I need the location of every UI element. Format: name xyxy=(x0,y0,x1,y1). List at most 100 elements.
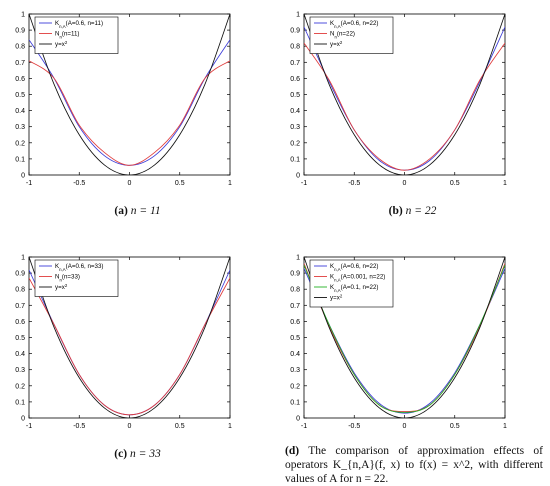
y-tick-label: 0.2 xyxy=(15,383,25,390)
panel-b: 0 0.1 0.2 0.3 0.4 0.5 0.6 0.7 0.8 0.9 1 -1 -0.5 0 0.5 1… xyxy=(275,0,550,242)
y-tick-label: 0.9 xyxy=(15,28,25,35)
x-tick-label: -1 xyxy=(26,180,32,187)
y-tick-label: 0.4 xyxy=(15,108,25,115)
y-tick-label: 0.5 xyxy=(15,92,25,99)
x-tick-label: 0.5 xyxy=(175,423,185,430)
legend-entry: Kn,A(A=0.001, n=22) xyxy=(330,274,385,283)
panel-d: 0 0.1 0.2 0.3 0.4 0.5 0.6 0.7 0.8 0.9 1 -1 -0.5 0 0.5 1… xyxy=(275,243,550,486)
y-tick-label: 0.2 xyxy=(290,140,300,147)
x-tick-label: 0 xyxy=(403,180,407,187)
panel-a: 0 0.1 0.2 0.3 0.4 0.5 0.6 0.7 0.8 0.9 1 -1 -0.5 0 0.5 1… xyxy=(0,0,275,242)
caption-text: The comparison of approximation effects … xyxy=(285,445,543,485)
y-tick-label: 0.7 xyxy=(15,303,25,310)
y-tick-label: 0 xyxy=(21,173,25,180)
legend-entry: Nn(n=11) xyxy=(55,31,80,40)
legend-entry: y=x2 xyxy=(330,40,343,49)
chart-b: 0 0.1 0.2 0.3 0.4 0.5 0.6 0.7 0.8 0.9 1 -1 -0.5 0 0.5 1… xyxy=(290,12,507,188)
y-tick-label: 0.7 xyxy=(15,60,25,67)
y-tick-label: 0.8 xyxy=(15,44,25,51)
caption-letter: (b) xyxy=(388,205,403,217)
y-tick-label: 0.8 xyxy=(15,287,25,294)
x-tick-label: 0.5 xyxy=(450,423,460,430)
y-tick-label: 0 xyxy=(296,416,300,423)
chart-c: 0 0.1 0.2 0.3 0.4 0.5 0.6 0.7 0.8 0.9 1 -1 -0.5 0 0.5 1… xyxy=(15,255,232,431)
legend-entry: Kn,A(A=0.6, n=11) xyxy=(55,20,103,29)
series-line xyxy=(304,42,505,171)
legend-entry: Kn,A(A=0.1, n=22) xyxy=(330,284,378,293)
series-line xyxy=(304,14,505,175)
y-tick-label: 0.3 xyxy=(15,124,25,131)
x-tick-label: -0.5 xyxy=(348,423,360,430)
y-tick-label: 0.1 xyxy=(15,399,25,406)
caption-c: (c) n = 33 xyxy=(0,447,275,461)
x-tick-label: 0 xyxy=(128,180,132,187)
y-tick-label: 0.6 xyxy=(290,319,300,326)
y-tick-label: 0 xyxy=(296,173,300,180)
caption-letter: (c) xyxy=(114,448,128,460)
legend-entry: y=x2 xyxy=(330,293,343,302)
panel-c: 0 0.1 0.2 0.3 0.4 0.5 0.6 0.7 0.8 0.9 1 -1 -0.5 0 0.5 1… xyxy=(0,243,275,485)
caption-text: n = 22 xyxy=(405,205,437,217)
legend-entry: Kn,A(A=0.6, n=22) xyxy=(330,20,378,29)
series-line xyxy=(29,14,230,175)
y-tick-label: 0.8 xyxy=(290,287,300,294)
y-tick-label: 0.3 xyxy=(290,367,300,374)
caption-a: (a) n = 11 xyxy=(0,204,275,218)
caption-letter: (d) xyxy=(285,445,300,457)
y-tick-label: 0.5 xyxy=(290,335,300,342)
x-tick-label: -1 xyxy=(26,423,32,430)
legend-box xyxy=(309,259,394,308)
caption-letter: (a) xyxy=(114,205,128,217)
y-tick-label: 1 xyxy=(21,12,25,19)
series-line xyxy=(29,257,230,418)
x-tick-label: 0.5 xyxy=(175,180,185,187)
legend-entry: Kn,A(A=0.6, n=22) xyxy=(330,263,378,272)
y-tick-label: 0.4 xyxy=(290,108,300,115)
x-tick-label: -0.5 xyxy=(348,180,360,187)
y-tick-label: 0.1 xyxy=(290,399,300,406)
x-tick-label: 0 xyxy=(403,423,407,430)
caption-b: (b) n = 22 xyxy=(275,204,550,218)
x-tick-label: 1 xyxy=(228,180,232,187)
caption-text: n = 33 xyxy=(129,448,161,460)
caption-text: n = 11 xyxy=(130,205,161,217)
series-line xyxy=(304,257,505,418)
y-tick-label: 0.7 xyxy=(290,303,300,310)
legend-entry: Kn,A(A=0.6, n=33) xyxy=(55,263,103,272)
y-tick-label: 0.7 xyxy=(290,60,300,67)
caption-d: (d) The comparison of approximation effe… xyxy=(285,444,543,486)
y-tick-label: 0.2 xyxy=(290,383,300,390)
y-tick-label: 0.9 xyxy=(15,271,25,278)
y-tick-label: 1 xyxy=(296,12,300,19)
y-tick-label: 0.3 xyxy=(15,367,25,374)
x-tick-label: 1 xyxy=(228,423,232,430)
y-tick-label: 1 xyxy=(21,255,25,262)
x-tick-label: 1 xyxy=(503,180,507,187)
x-tick-label: -1 xyxy=(301,423,307,430)
series-line xyxy=(29,60,230,166)
y-tick-label: 0.4 xyxy=(290,351,300,358)
y-tick-label: 0.5 xyxy=(290,92,300,99)
legend-entry: y=x2 xyxy=(55,40,68,49)
y-tick-label: 0.8 xyxy=(290,44,300,51)
chart-a: 0 0.1 0.2 0.3 0.4 0.5 0.6 0.7 0.8 0.9 1 -1 -0.5 0 0.5 1… xyxy=(15,12,232,188)
y-tick-label: 0.1 xyxy=(15,156,25,163)
y-tick-label: 0.6 xyxy=(290,76,300,83)
y-tick-label: 0.6 xyxy=(15,76,25,83)
y-tick-label: 0 xyxy=(21,416,25,423)
y-tick-label: 0.1 xyxy=(290,156,300,163)
series-line xyxy=(29,277,230,416)
y-tick-label: 1 xyxy=(296,255,300,262)
x-tick-label: -0.5 xyxy=(73,423,85,430)
series-line xyxy=(304,263,505,412)
legend-entry: Nn(n=33) xyxy=(55,274,80,283)
series-line xyxy=(304,264,505,413)
y-tick-label: 0.9 xyxy=(290,271,300,278)
chart-d: 0 0.1 0.2 0.3 0.4 0.5 0.6 0.7 0.8 0.9 1 -1 -0.5 0 0.5 1… xyxy=(290,255,507,431)
y-tick-label: 0.6 xyxy=(15,319,25,326)
x-tick-label: 0 xyxy=(128,423,132,430)
y-tick-label: 0.3 xyxy=(290,124,300,131)
y-tick-label: 0.9 xyxy=(290,28,300,35)
x-tick-label: 1 xyxy=(503,423,507,430)
x-tick-label: -0.5 xyxy=(73,180,85,187)
